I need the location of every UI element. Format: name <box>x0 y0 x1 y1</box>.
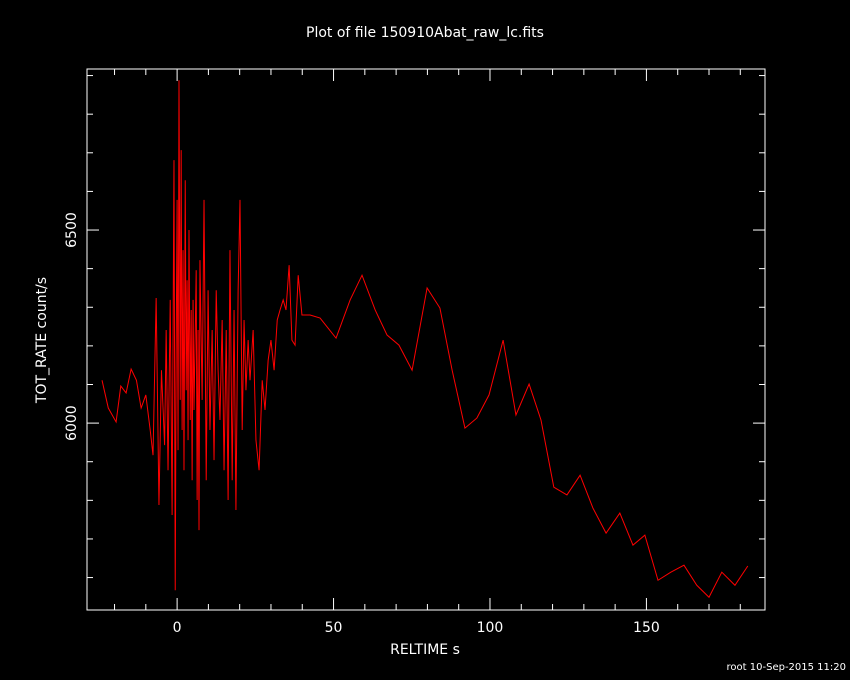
x-tick-label: 0 <box>173 620 182 636</box>
x-axis-label: RELTIME s <box>390 642 460 658</box>
y-axis-label: TOT_RATE count/s <box>34 277 50 404</box>
x-tick-label: 150 <box>633 620 660 636</box>
footer: root 10-Sep-2015 11:20 <box>727 662 846 673</box>
y-tick-label: 6000 <box>64 405 80 441</box>
x-tick-label: 50 <box>325 620 343 636</box>
data-line <box>101 80 749 599</box>
y-tick-label: 6500 <box>64 212 80 248</box>
plot-frame <box>86 68 766 611</box>
chart-title: Plot of file 150910Abat_raw_lc.fits <box>306 25 544 41</box>
x-tick-label: 100 <box>477 620 504 636</box>
